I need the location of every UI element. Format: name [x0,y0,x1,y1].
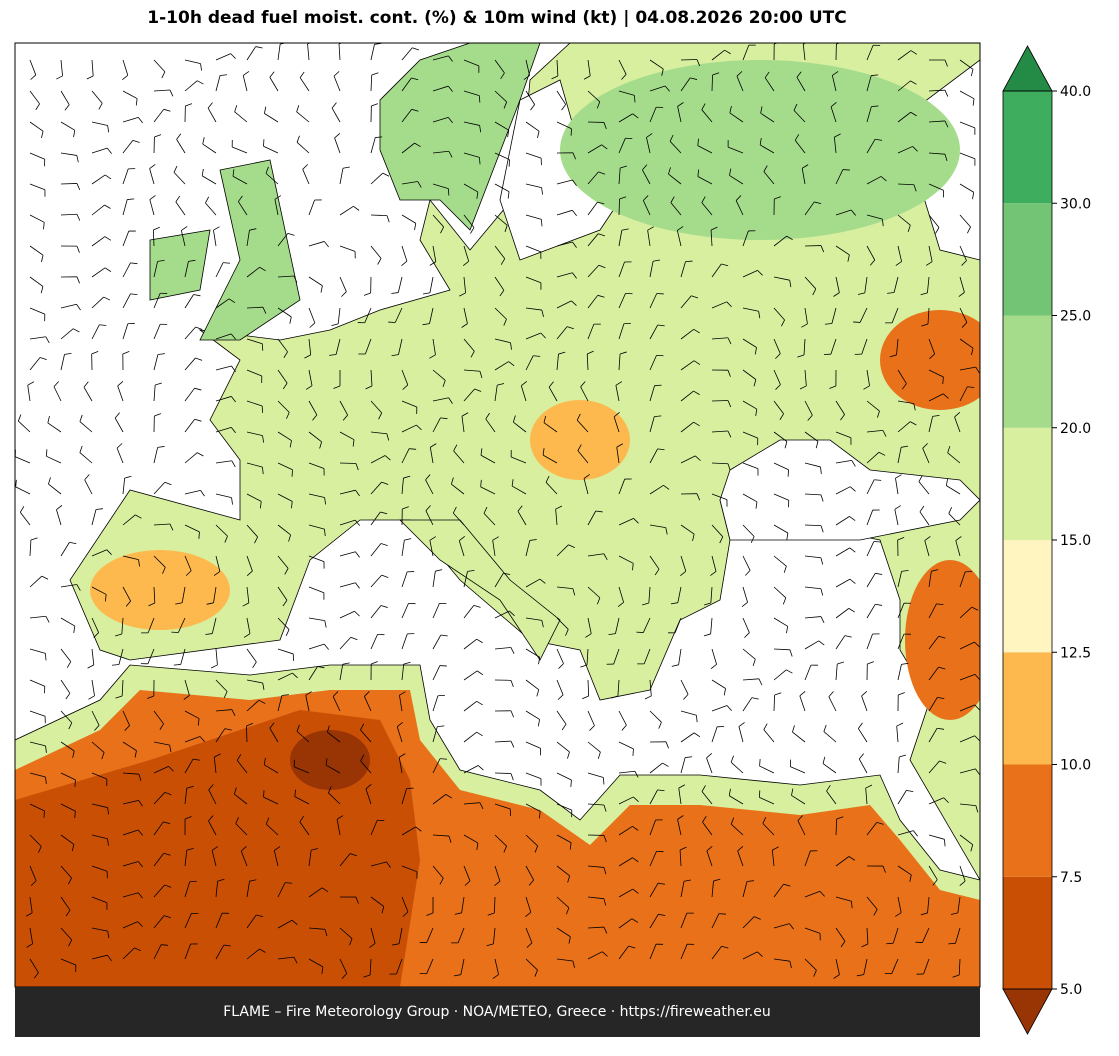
colorbar-bin [1003,877,1052,989]
barb-flag [853,322,860,323]
footer-text: FLAME – Fire Meteorology Group · NOA/MET… [223,1004,771,1020]
barb-flag [719,914,726,915]
title: 1-10h dead fuel moist. cont. (%) & 10m w… [147,8,846,28]
colorbar-tick-label: 25.0 [1060,309,1091,325]
africa-driest [290,730,370,790]
colorbar-over [1003,46,1052,91]
colorbar-tick-label: 5.0 [1060,982,1082,998]
colorbar-bin [1003,540,1052,652]
barb-flag [843,170,850,171]
barb-staff [246,726,247,742]
barb-flag [264,790,265,797]
colorbar-tick-label: 30.0 [1060,196,1091,212]
barb-flag [448,189,449,196]
barb-flag [75,780,76,787]
barb-flag [199,532,200,539]
barb-staff [619,199,620,215]
colorbar-bin [1003,652,1052,764]
barb-flag [44,811,45,818]
barb-flag [571,780,572,787]
map [15,41,1000,987]
map-layers [15,41,1000,987]
colorbar-tick-label: 40.0 [1060,84,1091,100]
barb-flag [262,344,263,351]
colorbar-tick-label: 20.0 [1060,421,1091,437]
barb-staff [712,75,713,91]
land-dry-patch [905,560,995,720]
colorbar-tick-label: 15.0 [1060,533,1091,549]
barb-flag [633,749,634,756]
colorbar-bin [1003,91,1052,203]
barb-staff [712,400,728,401]
barb-flag [948,943,955,944]
barb-flag [479,96,480,103]
colorbar-tick-label: 12.5 [1060,645,1091,661]
colorbar-bin [1003,316,1052,428]
barb-flag [760,759,761,766]
colorbar-tick-label: 10.0 [1060,758,1091,774]
colorbar-bin [1003,765,1052,877]
land-dry-patch [530,400,630,480]
colorbar-bin [1003,428,1052,540]
barb-flag [440,666,447,667]
barb-flag [655,385,662,386]
colorbar-tick-label: 7.5 [1060,870,1082,886]
colorbar-bin [1003,203,1052,315]
colorbar: 5.0 7.5 10.0 12.5 15.0 20.0 25.0 30.0 40.0 [1003,46,1091,1034]
colorbar-under [1003,989,1052,1034]
